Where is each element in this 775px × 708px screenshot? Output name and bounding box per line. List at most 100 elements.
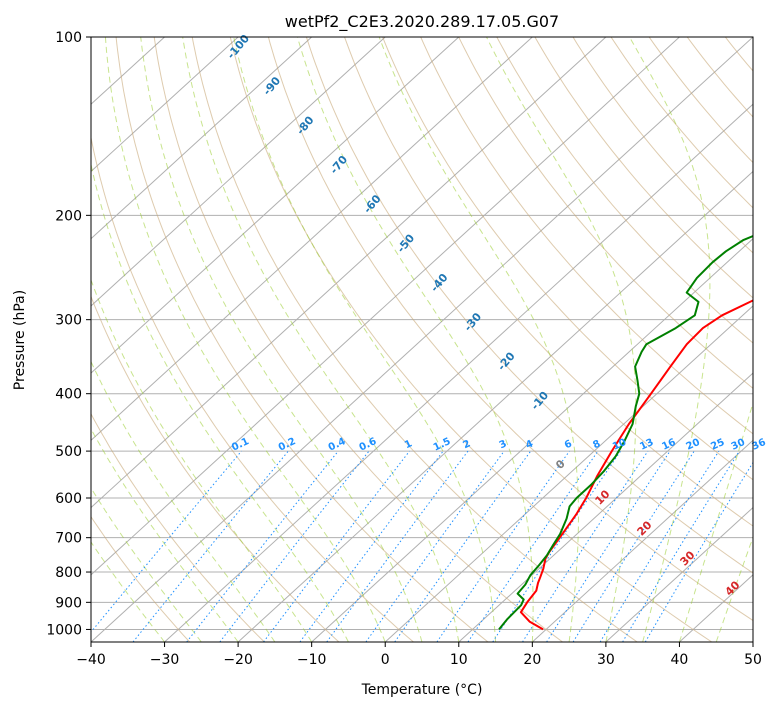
x-tick-label: −20	[223, 652, 253, 668]
isotherm-line	[91, 37, 239, 173]
x-axis-label: Temperature (°C)	[361, 682, 483, 698]
dry-adiabat-line	[91, 412, 265, 642]
mixing-ratio-label: 3	[498, 438, 509, 451]
mixing-ratio-line	[299, 450, 444, 642]
mixing-ratio-line	[263, 450, 410, 642]
x-tick-label: 10	[450, 652, 468, 668]
y-tick-label: 1000	[46, 622, 82, 638]
moist-adiabat-line	[91, 487, 202, 642]
isotherm-line	[91, 37, 313, 240]
dry-adiabat-line	[91, 135, 414, 642]
dry-adiabat-line	[572, 37, 753, 254]
mixing-ratio-line	[132, 450, 289, 642]
mixing-ratio-line	[622, 450, 740, 642]
dewpoint-trace	[498, 234, 753, 631]
dry-adiabat-line	[420, 37, 753, 435]
x-tick-label: −40	[76, 652, 106, 668]
data-traces	[498, 234, 753, 631]
mixing-ratio-label: 10	[611, 437, 628, 453]
background-lines	[91, 37, 753, 642]
isotherm-line	[531, 439, 753, 642]
x-tick-label: 20	[523, 652, 541, 668]
y-axis: 100 200 300 400 500 600 700 800 900 1000	[46, 30, 91, 638]
mixing-ratio-label: 6	[563, 438, 574, 451]
x-tick-label: 50	[744, 652, 762, 668]
moist-adiabat-line	[91, 541, 165, 642]
mixing-ratio-label: 8	[591, 438, 602, 451]
moist-adiabat-line	[485, 37, 637, 642]
mixing-ratio-label: 1	[403, 438, 414, 451]
mixing-ratio-line	[326, 450, 469, 642]
y-tick-label: 200	[55, 208, 82, 224]
moist-adiabat-line	[91, 278, 313, 642]
mixing-ratio-label: 30	[730, 437, 747, 453]
moist-adiabat-line	[182, 37, 460, 642]
isotherm-line	[91, 37, 386, 307]
dry-adiabat-line	[534, 37, 753, 299]
mixing-ratio-label: 16	[660, 437, 677, 453]
y-tick-label: 700	[55, 531, 82, 547]
dry-adiabat-line	[153, 37, 563, 642]
dry-adiabat-line	[91, 515, 191, 642]
y-axis-label: Pressure (hPa)	[12, 290, 28, 390]
dry-adiabat-line	[382, 37, 753, 481]
isotherm-line	[237, 170, 753, 642]
mixing-ratio-line	[91, 450, 242, 633]
isotherm-line	[91, 37, 607, 509]
mixing-ratio-line	[522, 450, 649, 642]
mixing-ratio-line	[546, 450, 671, 642]
x-axis: −40 −30 −20 −10 0 10 20 30 40 50	[76, 642, 762, 668]
x-tick-label: −10	[297, 652, 327, 668]
x-tick-label: 40	[671, 652, 689, 668]
mixing-ratio-line	[599, 450, 720, 642]
isotherm-line	[91, 37, 680, 576]
mixing-ratio-line	[572, 450, 695, 642]
y-tick-label: 600	[55, 491, 82, 507]
dry-adiabat-line	[496, 37, 753, 344]
mixing-ratio-label: 36	[750, 437, 767, 453]
mixing-ratio-label: 2	[461, 438, 472, 451]
isotherm-line	[91, 37, 533, 442]
x-tick-label: −30	[150, 652, 180, 668]
y-tick-label: 300	[55, 313, 82, 329]
dry-adiabat-line	[229, 37, 713, 642]
mixing-ratio-line	[467, 450, 599, 642]
mixing-ratio-label: 13	[638, 437, 655, 453]
dry-adiabat-line	[648, 37, 753, 164]
moist-adiabat-line	[233, 37, 497, 642]
moist-adiabat-line	[628, 37, 711, 642]
isotherm-line	[605, 506, 753, 642]
chart-title: wetPf2_C2E3.2020.289.17.05.G07	[285, 12, 559, 32]
moist-adiabat-line	[296, 37, 534, 642]
moist-adiabat-line	[378, 37, 579, 642]
moist-adiabat-line	[91, 427, 239, 642]
isotherm-line	[91, 37, 460, 374]
dry-adiabat-line	[610, 37, 753, 209]
dry-adiabat-line	[267, 37, 753, 622]
mixing-ratio-line	[394, 450, 532, 642]
mixing-ratio-line	[186, 450, 339, 642]
mixing-ratio-label: 20	[685, 437, 702, 453]
mixing-ratio-line	[436, 450, 570, 642]
moist-adiabat-line	[140, 37, 423, 642]
x-tick-label: 30	[597, 652, 615, 668]
isotherm-line	[164, 103, 753, 642]
mixing-ratio-line	[365, 450, 505, 642]
y-tick-label: 400	[55, 387, 82, 403]
moist-adiabat-line	[91, 360, 276, 642]
y-tick-label: 800	[55, 565, 82, 581]
y-tick-label: 900	[55, 595, 82, 611]
dry-adiabat-line	[191, 37, 638, 642]
isotherm-line	[458, 372, 753, 642]
dry-adiabat-line	[458, 37, 753, 389]
moist-adiabat-line	[678, 401, 753, 642]
moist-adiabat-line	[104, 37, 386, 642]
isotherm-line	[384, 305, 753, 642]
moist-adiabat-line	[715, 535, 753, 642]
dry-adiabat-line	[344, 37, 753, 527]
y-tick-label: 500	[55, 444, 82, 460]
temperature-trace	[519, 299, 753, 631]
mixing-ratio-label: 4	[524, 438, 535, 451]
plot-frame	[90, 36, 754, 643]
